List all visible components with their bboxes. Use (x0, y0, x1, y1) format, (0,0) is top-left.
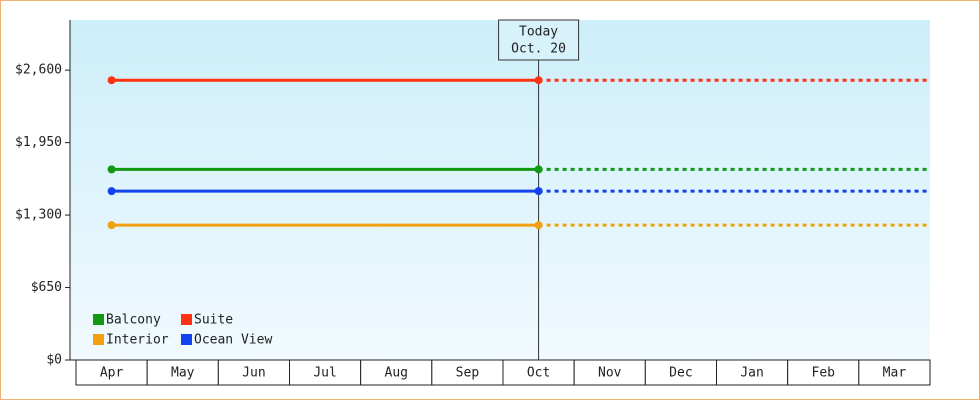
x-cell (573, 359, 646, 386)
point (107, 187, 116, 196)
today-label: Oct. 20 (511, 42, 566, 57)
legend-swatch (93, 334, 104, 345)
legend-label: Interior (106, 333, 169, 348)
x-tick-label: Oct (527, 366, 550, 381)
x-tick-label: Jun (242, 366, 265, 381)
legend-label: Suite (194, 313, 233, 328)
x-tick-label: Jul (313, 366, 336, 381)
point (107, 165, 116, 174)
x-cell (289, 359, 362, 386)
today-label: Today (519, 25, 558, 40)
today-box (498, 19, 580, 61)
x-tick-label: Mar (883, 366, 907, 381)
point (107, 221, 116, 230)
x-cell (431, 359, 504, 386)
x-tick-label: May (171, 366, 195, 381)
legend-swatch (93, 314, 104, 325)
x-tick-label: Sep (456, 366, 480, 381)
x-tick-label: Jan (740, 366, 763, 381)
x-cell (502, 359, 575, 386)
y-tick-label: $650 (31, 280, 62, 295)
y-tick-label: $0 (46, 353, 62, 368)
x-tick-label: Feb (812, 366, 836, 381)
point (534, 221, 543, 230)
x-cell (146, 359, 219, 386)
x-cell (75, 359, 148, 386)
y-tick-label: $1,300 (15, 208, 62, 223)
point (107, 76, 116, 85)
x-cell (858, 359, 931, 386)
x-tick-label: Aug (385, 366, 408, 381)
point (534, 187, 543, 196)
x-tick-label: Apr (100, 366, 124, 381)
point (534, 165, 543, 174)
x-tick-label: Dec (669, 366, 692, 381)
x-cell (644, 359, 717, 386)
x-cell (716, 359, 789, 386)
legend-label: Ocean View (194, 333, 272, 348)
x-cell (360, 359, 433, 386)
y-tick-label: $2,600 (15, 63, 62, 78)
x-tick-label: Nov (598, 366, 622, 381)
legend-swatch (181, 314, 192, 325)
point (534, 76, 543, 85)
x-cell (217, 359, 290, 386)
y-tick-label: $1,950 (15, 135, 62, 150)
legend-label: Balcony (106, 313, 161, 328)
legend-swatch (181, 334, 192, 345)
